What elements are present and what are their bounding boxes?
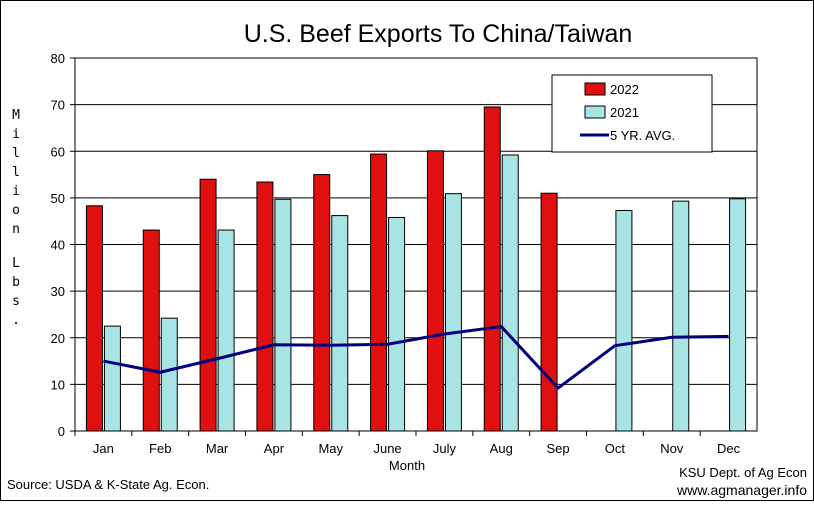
y-tick-label: 80 xyxy=(51,51,65,66)
y-label-char: L xyxy=(12,256,20,271)
bar-2021-aug xyxy=(501,154,519,432)
x-tick-label: July xyxy=(433,441,457,456)
legend-label: 5 YR. AVG. xyxy=(610,128,675,143)
x-tick-label: Oct xyxy=(605,441,626,456)
y-label-char: s xyxy=(12,294,20,309)
y-label-char: l xyxy=(12,146,20,161)
x-tick-label: Nov xyxy=(660,441,684,456)
x-axis-ticks: Jan Feb Mar Apr May June July Aug Sep Oct Nov Dec xyxy=(74,431,741,456)
average-line xyxy=(103,325,729,390)
source-note: Source: USDA & K-State Ag. Econ. xyxy=(7,477,209,492)
credit-line-2: www.agmanager.info xyxy=(676,482,807,498)
x-tick-label: May xyxy=(318,441,343,456)
x-tick-label: Apr xyxy=(264,441,285,456)
legend: 2022 2021 5 YR. AVG. xyxy=(551,74,713,153)
grid-lines xyxy=(75,104,757,385)
x-tick-label: Mar xyxy=(206,441,229,456)
x-tick-label: Aug xyxy=(490,441,513,456)
x-tick-label: Feb xyxy=(149,441,171,456)
bar-2022-aug xyxy=(483,106,501,432)
y-label-char: b xyxy=(12,275,20,290)
x-tick-label: Jan xyxy=(93,441,114,456)
y-label-char: n xyxy=(12,222,20,237)
legend-swatch xyxy=(584,82,606,96)
bar-2021-may xyxy=(331,215,349,432)
y-label-char: i xyxy=(12,127,20,142)
y-tick-label: 60 xyxy=(51,144,65,159)
x-axis-label: Month xyxy=(389,458,425,473)
x-tick-label: Dec xyxy=(717,441,741,456)
line-5-yr-avg xyxy=(103,325,729,390)
legend-swatch xyxy=(584,105,606,119)
y-label-char: M xyxy=(12,108,20,123)
bar-2021-jan xyxy=(103,325,121,432)
y-tick-label: 70 xyxy=(51,98,65,113)
bar-2022-jan xyxy=(85,205,103,432)
y-tick-label: 40 xyxy=(51,238,65,253)
bar-2021-apr xyxy=(274,198,292,432)
y-label-char: o xyxy=(12,203,20,218)
bar-2022-apr xyxy=(256,181,274,432)
legend-label: 2021 xyxy=(610,105,639,120)
bar-2022-may xyxy=(313,174,331,432)
x-tick-label: Sep xyxy=(547,441,570,456)
y-label-char: i xyxy=(12,184,20,199)
legend-label: 2022 xyxy=(610,82,639,97)
bar-2021-june xyxy=(388,216,406,432)
bar-2022-sep xyxy=(540,192,558,432)
bar-2021-dec xyxy=(729,198,747,432)
y-tick-label: 0 xyxy=(58,424,65,439)
y-axis-ticks: 0 10 20 30 40 50 60 70 80 xyxy=(51,51,75,439)
chart-title: U.S. Beef Exports To China/Taiwan xyxy=(244,20,633,48)
bar-2021-july xyxy=(444,193,462,432)
y-tick-label: 10 xyxy=(51,377,65,392)
bar-2021-nov xyxy=(672,200,690,432)
y-label-char: . xyxy=(12,313,20,328)
bar-2022-mar xyxy=(199,178,217,432)
legend-box xyxy=(551,74,713,153)
bar-2022-feb xyxy=(142,229,160,432)
bar-2021-mar xyxy=(217,229,235,432)
y-tick-label: 50 xyxy=(51,191,65,206)
y-label-char: l xyxy=(12,165,20,180)
bar-2022-june xyxy=(370,153,388,432)
bars xyxy=(85,106,747,432)
x-tick-label: June xyxy=(373,441,401,456)
bar-2021-feb xyxy=(160,317,178,432)
bar-2021-oct xyxy=(615,209,633,432)
credit-line-1: KSU Dept. of Ag Econ xyxy=(679,465,807,480)
bar-2022-july xyxy=(426,150,444,432)
y-tick-label: 30 xyxy=(51,284,65,299)
y-tick-label: 20 xyxy=(51,331,65,346)
